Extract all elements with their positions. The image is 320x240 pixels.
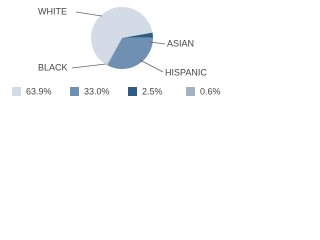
pie-slice bbox=[122, 32, 153, 38]
leader-line bbox=[139, 59, 164, 73]
legend-label: 2.5% bbox=[142, 86, 163, 96]
slice-label: BLACK bbox=[38, 62, 68, 72]
legend-swatch bbox=[12, 87, 21, 96]
leader-line bbox=[71, 63, 107, 69]
legend-swatch bbox=[128, 87, 137, 96]
slice-label: WHITE bbox=[38, 6, 67, 16]
legend-swatch bbox=[70, 87, 79, 96]
slice-label: ASIAN bbox=[167, 38, 194, 48]
legend-label: 0.6% bbox=[200, 86, 221, 96]
chart: WHITE HISPANIC ASIAN BLACK 63.9% 33.0% 2.5% 0.6… bbox=[12, 6, 221, 96]
pie-slice bbox=[91, 7, 153, 65]
leader-line bbox=[75, 11, 103, 17]
leader-line bbox=[149, 41, 166, 45]
legend-label: 33.0% bbox=[84, 86, 110, 96]
slice-label: HISPANIC bbox=[165, 67, 207, 77]
pie-slice bbox=[106, 38, 122, 66]
legend-swatch bbox=[186, 87, 195, 96]
legend-label: 63.9% bbox=[26, 86, 52, 96]
